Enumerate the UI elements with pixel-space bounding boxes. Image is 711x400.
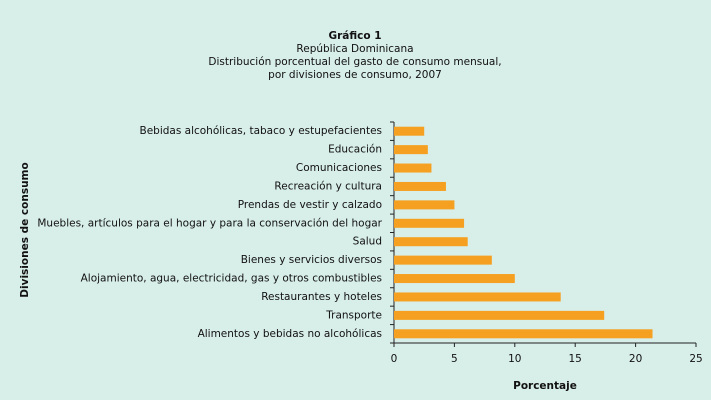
y-tick-label: Recreación y cultura [274, 180, 382, 192]
bar [394, 145, 428, 155]
x-tick-label: 10 [508, 353, 521, 365]
y-axis-label: Divisiones de consumo [19, 162, 31, 297]
y-tick-label: Transporte [325, 309, 382, 321]
bar [394, 126, 425, 136]
x-tick-label: 0 [391, 353, 398, 365]
chart-subtitle: por divisiones de consumo, 2007 [268, 69, 442, 81]
bar [394, 181, 446, 191]
y-tick-label: Bebidas alcohólicas, tabaco y estupefaci… [139, 125, 382, 137]
chart-subtitle: Distribución porcentual del gasto de con… [208, 56, 501, 68]
x-tick-label: 25 [689, 353, 702, 365]
y-tick-label: Alojamiento, agua, electricidad, gas y o… [81, 273, 382, 285]
y-tick-label: Bienes y servicios diversos [241, 254, 382, 266]
bar [394, 292, 561, 302]
y-tick-label: Prendas de vestir y calzado [238, 199, 382, 211]
x-tick-label: 20 [629, 353, 642, 365]
bar [394, 163, 432, 173]
bar [394, 274, 515, 284]
y-tick-label: Comunicaciones [296, 162, 382, 174]
bar [394, 200, 455, 210]
bar [394, 310, 605, 320]
y-tick-label: Restaurantes y hoteles [261, 291, 382, 303]
x-tick-label: 5 [451, 353, 458, 365]
chart-subtitle: República Dominicana [296, 43, 413, 55]
bar [394, 329, 653, 339]
y-tick-label: Alimentos y bebidas no alcohólicas [198, 328, 382, 340]
y-tick-label: Educación [328, 144, 382, 156]
bar [394, 218, 465, 228]
x-axis-label: Porcentaje [513, 380, 577, 392]
y-tick-label: Muebles, artículos para el hogar y para … [37, 217, 382, 229]
y-tick-label: Salud [353, 236, 382, 248]
x-tick-label: 15 [569, 353, 582, 365]
bar [394, 255, 492, 265]
bar [394, 237, 468, 247]
chart-title: Gráfico 1 [328, 30, 381, 42]
